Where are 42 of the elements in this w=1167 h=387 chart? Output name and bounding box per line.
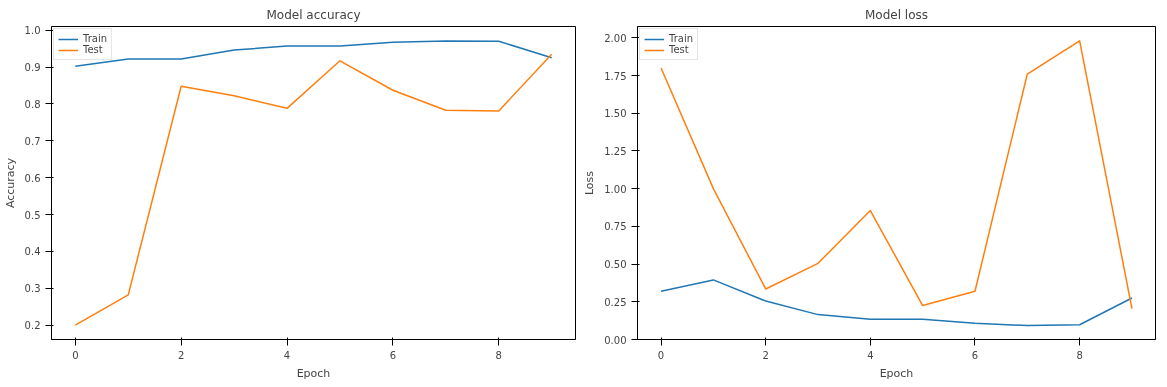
x-tick-label: 8 (1076, 349, 1083, 361)
x-tick-label: 0 (657, 349, 665, 361)
line-series (660, 279, 1133, 327)
y-tick-label: 0.75 (604, 221, 627, 233)
x-tick-label: 6 (971, 349, 979, 361)
legend-label: Test (83, 44, 103, 55)
y-tick-label: 0.25 (604, 296, 627, 308)
y-tick-label: 1.50 (604, 108, 627, 120)
y-tick-label: 2.00 (604, 32, 627, 44)
y-tick-label: 0.9 (24, 62, 41, 74)
y-tick-label: 0.4 (24, 246, 41, 258)
y-tick-label: 0.7 (24, 135, 41, 147)
line-series (74, 53, 553, 326)
y-tick-label: 0.6 (24, 172, 41, 184)
y-axis-title: Accuracy (3, 157, 17, 209)
line-series (74, 40, 553, 68)
y-tick-label: 1.75 (604, 70, 627, 82)
y-tick-label: 0.50 (604, 259, 627, 271)
line-series (660, 40, 1133, 310)
y-tick-label: 0.5 (24, 209, 41, 221)
y-tick-label: 0.3 (24, 283, 41, 295)
x-axis-title: Epoch (296, 366, 331, 380)
legend-label: Train (669, 33, 693, 44)
y-tick-label: 0.2 (24, 320, 41, 332)
x-tick-label: 2 (178, 349, 185, 361)
legend-label: Train (83, 33, 107, 44)
y-tick-label: 0.8 (24, 98, 41, 110)
x-tick-label: 6 (389, 349, 397, 361)
chart-title: Model accuracy (266, 7, 361, 22)
x-axis-title: Epoch (879, 366, 914, 380)
chart-title: Model loss (864, 7, 929, 22)
y-tick-label: 1.25 (604, 145, 627, 157)
y-tick-label: 1.00 (604, 183, 627, 195)
x-tick-label: 0 (72, 349, 79, 361)
legend-label: Test (669, 44, 689, 55)
y-axis-title: Loss (583, 170, 597, 196)
y-tick-label: 0.00 (604, 334, 627, 346)
y-tick-label: 1.0 (24, 25, 41, 37)
x-tick-label: 8 (495, 349, 502, 361)
x-tick-label: 4 (283, 349, 291, 361)
x-tick-label: 4 (867, 349, 874, 361)
x-tick-label: 2 (762, 349, 769, 361)
